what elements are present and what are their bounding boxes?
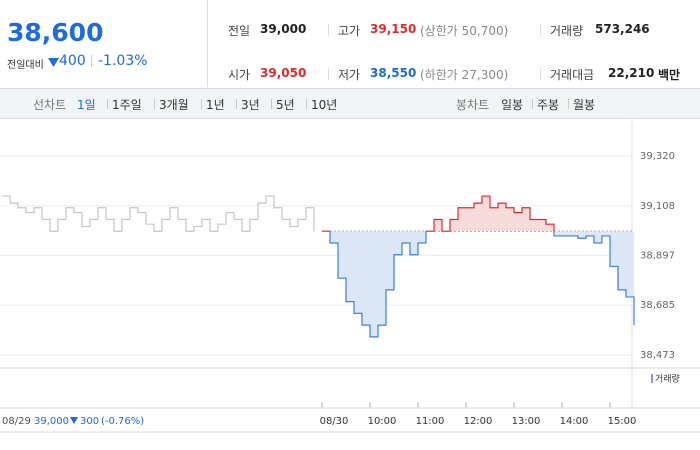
stat-label: 저가 <box>338 68 361 82</box>
down-icon <box>70 417 78 424</box>
change: 400 <box>59 53 86 69</box>
tab-divider <box>271 99 272 109</box>
stat-label: 거래량 <box>550 24 584 38</box>
stat-note: (하한가 27,300) <box>420 68 509 82</box>
tab-divider <box>236 99 237 109</box>
prev-rate: (-0.76%) <box>101 416 144 427</box>
tab-divider <box>154 99 155 109</box>
y-tick-label: 38,685 <box>640 300 675 311</box>
stat-label: 거래대금 <box>550 68 595 82</box>
stat-value: 573,246 <box>595 22 650 36</box>
x-tick-label: 15:00 <box>608 416 637 427</box>
tab-divider <box>201 99 202 109</box>
period-tab[interactable]: 1주일 <box>112 98 142 112</box>
down-icon <box>48 58 59 67</box>
period-tab[interactable]: 3년 <box>241 98 260 112</box>
period-tab[interactable]: 10년 <box>311 98 338 112</box>
x-tick-label: 14:00 <box>560 416 589 427</box>
chart: 38,473 38,685 38,897 39,108 39,320 08/30 10:00… <box>0 118 700 433</box>
y-tick-label: 39,108 <box>640 201 675 212</box>
stat-value: 39,050 <box>260 66 307 80</box>
x-tick-label: 08/30 <box>320 416 349 427</box>
stat-value: 38,550 <box>370 66 417 80</box>
tab-label: 봉차트 <box>456 98 490 112</box>
quote-box: 38,600 전일대비 400 -1.03% <box>0 0 208 87</box>
stat-divider <box>328 68 329 80</box>
prev-change: 300 <box>80 416 99 427</box>
stat-divider <box>328 24 329 36</box>
legend-label: 거래량 <box>655 373 680 385</box>
change-label: 전일대비 <box>7 60 44 71</box>
tab-label: 선차트 <box>33 98 67 112</box>
tab-divider <box>532 99 533 109</box>
line <box>2 195 315 232</box>
x-tick-label: 13:00 <box>512 416 541 427</box>
period-tab[interactable]: 3개월 <box>159 98 189 112</box>
candle-tab[interactable]: 주봉 <box>537 98 560 112</box>
stat-label: 전일 <box>228 24 251 38</box>
stat-divider <box>540 68 541 80</box>
y-tick-label: 39,320 <box>640 151 675 162</box>
stat-value: 39,150 <box>370 22 417 36</box>
stat-note: (상한가 50,700) <box>420 24 509 38</box>
tab-divider <box>306 99 307 109</box>
area <box>322 196 634 337</box>
stat-value: 22,210 <box>608 66 655 80</box>
y-tick-label: 38,897 <box>640 250 675 261</box>
candle-tab[interactable]: 일봉 <box>501 98 524 112</box>
period-tab[interactable]: 1일 <box>77 98 96 112</box>
divider <box>91 55 92 67</box>
x-tick-label: 12:00 <box>464 416 493 427</box>
x-tick-label: 11:00 <box>416 416 445 427</box>
tab-divider <box>568 99 569 109</box>
stat-divider <box>540 24 541 36</box>
stat-label: 고가 <box>338 24 361 38</box>
period-tab[interactable]: 1년 <box>206 98 225 112</box>
legend-swatch <box>651 374 653 383</box>
price: 38,600 <box>7 18 104 47</box>
x-tick-label: 10:00 <box>368 416 397 427</box>
prev-date: 08/29 <box>2 416 31 427</box>
tab-bar: 선차트 1일 1주일 3개월 1년 3년 5년 10년 봉차트 일봉 주봉 월봉 <box>0 89 700 119</box>
line <box>322 195 635 338</box>
header: 38,600 전일대비 400 -1.03% 전일 39,000 고가 39,150(… <box>0 0 700 89</box>
stat-label: 시가 <box>228 68 251 82</box>
candle-tab[interactable]: 월봉 <box>573 98 596 112</box>
stat-value: 39,000 <box>260 22 307 36</box>
tab-divider <box>107 99 108 109</box>
prev-close: 39,000 <box>34 416 69 427</box>
period-tab[interactable]: 5년 <box>276 98 295 112</box>
y-tick-label: 38,473 <box>640 350 675 361</box>
rate: -1.03% <box>98 53 148 69</box>
stat-unit: 백만 <box>658 68 681 82</box>
